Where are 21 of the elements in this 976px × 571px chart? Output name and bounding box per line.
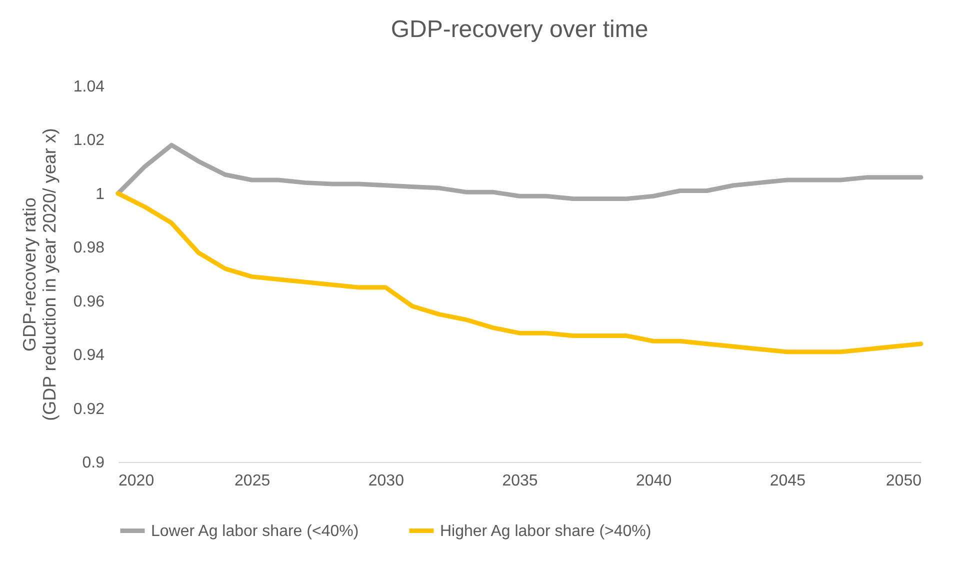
x-tick-label: 2025 <box>234 472 270 490</box>
x-tick-label: 2050 <box>886 472 922 490</box>
y-tick-label: 0.94 <box>73 347 105 364</box>
y-tick-label: 0.96 <box>73 293 105 310</box>
y-tick-label: 1.04 <box>73 78 105 96</box>
x-tick-label: 2020 <box>118 472 154 490</box>
line-series <box>116 191 924 354</box>
x-tick-label: 2045 <box>770 472 806 490</box>
chart-title: GDP-recovery over time <box>390 16 648 43</box>
y-tick-label: 1.02 <box>73 132 105 150</box>
y-axis-title: GDP-recovery ratio (GDP reduction in year 2020/ year x) <box>19 128 60 421</box>
x-tick-label: 2040 <box>636 472 672 490</box>
y-tick-label: 1 <box>96 186 105 203</box>
legend-label: Lower Ag labor share (<40%) <box>151 522 359 540</box>
line-series <box>116 142 924 202</box>
x-tick-label: 2035 <box>502 472 538 490</box>
y-tick-label: 0.98 <box>73 240 105 257</box>
x-tick-label: 2030 <box>368 472 404 490</box>
legend-label: Higher Ag labor share (>40%) <box>440 522 652 540</box>
y-tick-label: 0.92 <box>73 400 105 418</box>
y-tick-label: 0.9 <box>82 454 105 472</box>
